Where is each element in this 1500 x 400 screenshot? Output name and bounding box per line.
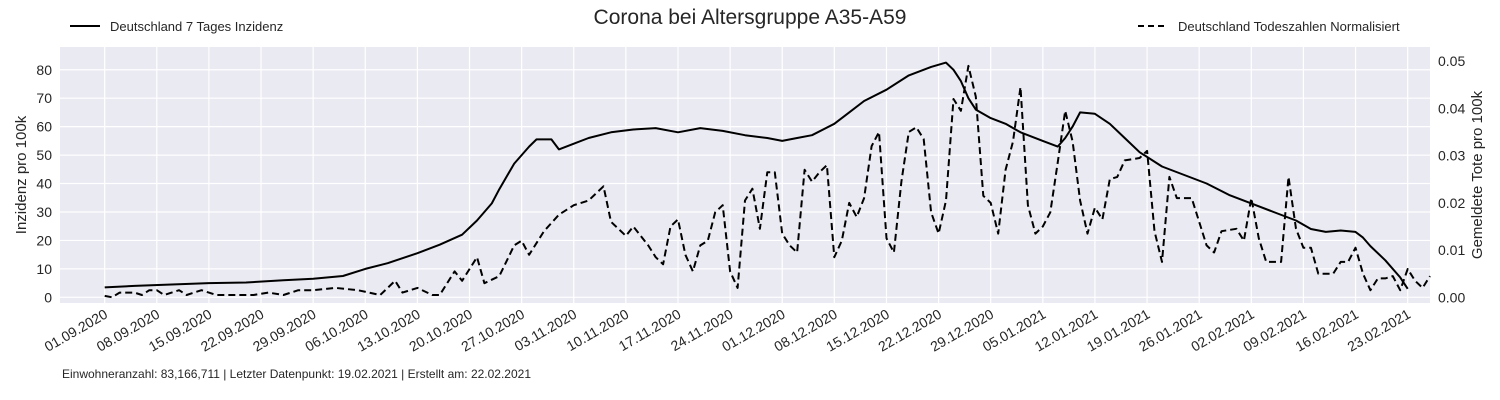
grid-layer xyxy=(60,47,1430,303)
incidence-series-line xyxy=(104,61,1409,290)
deaths-series-line xyxy=(104,64,1431,299)
legend-label-deaths: Deutschland Todeszahlen Normalisiert xyxy=(1178,19,1400,34)
y-left-tick-label: 10 xyxy=(36,261,52,277)
chart-title: Corona bei Altersgruppe A35-A59 xyxy=(594,6,907,29)
y-left-tick-label: 80 xyxy=(36,62,52,78)
y-right-tick-label: 0.02 xyxy=(1438,195,1465,211)
y-axis-right-label: Gemeldete Tote pro 100k xyxy=(1469,90,1486,259)
legend-left: Deutschland 7 Tages Inzidenz xyxy=(70,19,283,34)
y-right-tick-label: 0.05 xyxy=(1438,53,1465,69)
legend-right: Deutschland Todeszahlen Normalisiert xyxy=(1138,19,1400,34)
y-left-tick-label: 20 xyxy=(36,232,52,248)
y-left-tick-label: 60 xyxy=(36,119,52,135)
y-left-tick-label: 70 xyxy=(36,90,52,106)
series-layer xyxy=(104,61,1431,299)
footer-note: Einwohneranzahl: 83,166,711 | Letzter Da… xyxy=(62,367,531,381)
y-left-tick-label: 0 xyxy=(44,289,52,305)
y-right-tick-label: 0.04 xyxy=(1438,100,1465,116)
y-right-tick-label: 0.01 xyxy=(1438,242,1465,258)
legend-label-incidence: Deutschland 7 Tages Inzidenz xyxy=(110,19,283,34)
y-right-tick-label: 0.00 xyxy=(1438,289,1465,305)
y-left-tick-label: 30 xyxy=(36,204,52,220)
plot-background xyxy=(60,47,1430,303)
y-left-tick-label: 50 xyxy=(36,147,52,163)
y-left-tick-label: 40 xyxy=(36,176,52,192)
y-right-tick-label: 0.03 xyxy=(1438,148,1465,164)
y-axis-left-label: Inzidenz pro 100k xyxy=(13,115,30,234)
